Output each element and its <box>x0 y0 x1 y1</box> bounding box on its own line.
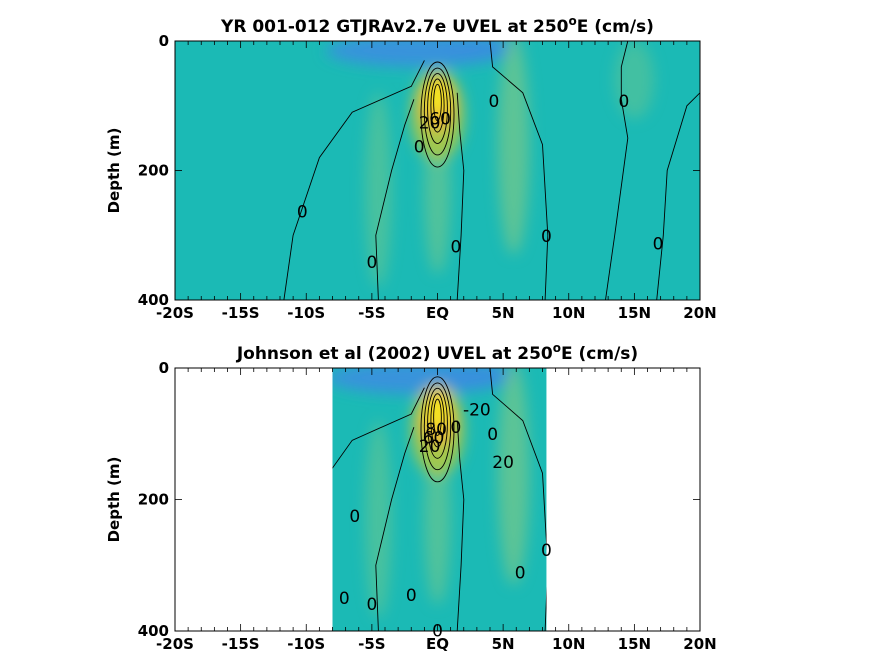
x-tick-label: -5S <box>358 635 385 653</box>
eastward-flow <box>497 368 530 585</box>
contour-label: 20 <box>419 437 441 457</box>
title-main: YR 001-012 GTJRAv2.7e UVEL at 250 <box>220 17 569 37</box>
x-tick-label: 20N <box>683 635 716 653</box>
chart-title: YR 001-012 GTJRAv2.7e UVEL at 250oE (cm/… <box>220 14 654 37</box>
x-tick-label: -10S <box>287 304 325 322</box>
contour-line <box>657 421 700 631</box>
contour-lines <box>283 41 700 300</box>
y-axis-label: Depth (m) <box>105 457 123 543</box>
contour-line <box>375 427 415 631</box>
y-tick-label: 0 <box>159 32 169 50</box>
contour-line <box>489 41 549 300</box>
contour-label: 20 <box>492 453 514 473</box>
contour-label: 0 <box>349 507 360 527</box>
contour-label: 0 <box>653 235 664 255</box>
title-degree: o <box>553 341 561 355</box>
contour-label: 0 <box>450 418 461 438</box>
contour-line <box>456 92 465 300</box>
contour-label: 0 <box>618 92 629 112</box>
contour-line <box>605 41 629 300</box>
title-main: Johnson et al (2002) UVEL at 250 <box>236 344 553 364</box>
contour-label: 0 <box>432 621 443 641</box>
x-tick-label: 20N <box>683 304 716 322</box>
contour-label: 80 <box>425 420 447 440</box>
title-suffix: E (cm/s) <box>561 344 638 364</box>
eastward-flow <box>365 420 392 618</box>
contour-line <box>283 60 425 300</box>
contour-line <box>430 393 445 448</box>
contour-label: 0 <box>487 425 498 445</box>
contour-line <box>423 67 452 156</box>
title-suffix: E (cm/s) <box>577 17 654 37</box>
contour-label: 0 <box>489 92 500 112</box>
contour-label: 0 <box>414 138 425 158</box>
contour-label: 0 <box>366 595 377 615</box>
x-tick-label: 15N <box>618 635 651 653</box>
contour-label: 0 <box>541 227 552 247</box>
contour-label: 0 <box>541 541 552 561</box>
x-tick-label: -20S <box>156 304 194 322</box>
x-tick-label: -15S <box>222 304 260 322</box>
y-tick-label: 400 <box>138 622 169 640</box>
contour-line <box>423 382 452 471</box>
x-tick-label: 10N <box>552 635 585 653</box>
contour-line <box>433 83 442 122</box>
x-tick-label: -10S <box>287 635 325 653</box>
eastward-flow <box>497 41 530 255</box>
contour-label: 0 <box>515 563 526 583</box>
velocity-field <box>325 41 655 288</box>
contour-line <box>332 387 425 469</box>
x-tick-label: -5S <box>358 304 385 322</box>
y-tick-label: 200 <box>138 162 169 180</box>
contour-label: 20 <box>419 114 441 134</box>
contour-line <box>656 92 700 300</box>
contour-line <box>427 73 448 144</box>
contour-label: 0 <box>339 589 350 609</box>
contour-line <box>427 387 448 459</box>
contour-line <box>430 78 445 133</box>
x-tick-label: 10N <box>552 304 585 322</box>
contour-line <box>420 376 455 483</box>
contour-line <box>489 368 547 631</box>
x-tick-label: 15N <box>618 304 651 322</box>
contour-label: 0 <box>366 253 377 273</box>
contour-lines <box>332 368 700 631</box>
x-tick-label: EQ <box>426 304 449 322</box>
contour-label: 0 <box>297 202 308 222</box>
contour-line <box>606 368 628 631</box>
eastward-flow <box>424 433 451 605</box>
contour-line <box>375 99 415 300</box>
eastward-flow <box>365 92 392 288</box>
y-tick-label: 200 <box>138 491 169 509</box>
title-degree: o <box>569 14 577 28</box>
x-tick-label: 5N <box>492 635 515 653</box>
eastward-flow <box>615 368 654 447</box>
x-tick-label: -15S <box>222 635 260 653</box>
contour-line <box>420 61 455 168</box>
eastward-flow <box>614 41 655 119</box>
contour-label: -20 <box>463 400 491 420</box>
contour-label: 60 <box>429 110 451 130</box>
contour-line <box>433 398 442 436</box>
chart-panel-1: -20S -15S -10S -5S EQ 5N 10N 15N 20N0200400Depth… <box>105 14 717 322</box>
x-tick-label: EQ <box>426 635 449 653</box>
contour-label: 0 <box>406 586 417 606</box>
y-tick-label: 0 <box>159 359 169 377</box>
x-tick-label: -20S <box>156 635 194 653</box>
chart-panel-2: -20S -15S -10S -5S EQ 5N 10N 15N 20N0200400Depth… <box>105 341 717 653</box>
contour-line <box>456 420 465 631</box>
contour-label: 60 <box>423 429 445 449</box>
y-tick-label: 400 <box>138 291 169 309</box>
chart-title: Johnson et al (2002) UVEL at 250oE (cm/s… <box>236 341 638 364</box>
contour-label: 0 <box>450 237 461 257</box>
y-axis-label: Depth (m) <box>105 128 123 214</box>
x-tick-label: 5N <box>492 304 515 322</box>
